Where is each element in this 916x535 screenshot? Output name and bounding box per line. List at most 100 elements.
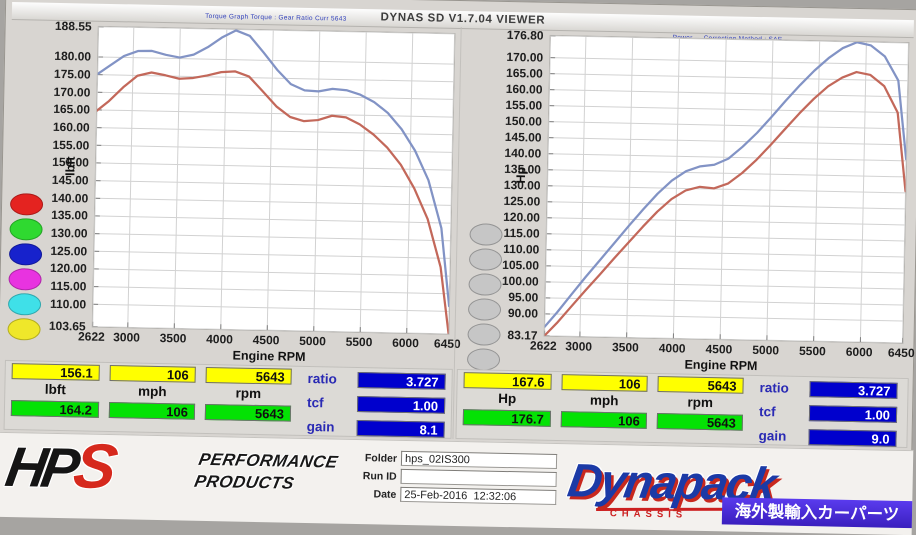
hps-logo-hp: HP xyxy=(2,435,80,499)
date-label: Date xyxy=(352,487,396,500)
y-tick-label: 155.00 xyxy=(52,137,89,152)
y-tick-label: 125.00 xyxy=(50,243,87,258)
runid-label: Run ID xyxy=(353,469,397,482)
y-tick-label: 105.00 xyxy=(502,258,539,273)
y-tick-label: 160.00 xyxy=(53,120,90,135)
run-color-swatch[interactable] xyxy=(468,298,501,321)
torque-chart-panel: Torque Graph Torque : Gear Ratio Curr 56… xyxy=(5,18,460,369)
cursor-speed-box: 106 xyxy=(561,374,647,392)
y-tick-label: 145.00 xyxy=(505,130,542,145)
run-color-swatch[interactable] xyxy=(468,273,501,296)
x-tick-label: 6450 xyxy=(873,345,916,360)
power-plot-area[interactable] xyxy=(544,35,910,344)
chart-canvas xyxy=(545,36,909,343)
torque-unit-label: lbft xyxy=(11,381,99,399)
cursor-torque-box: 156.1 xyxy=(12,363,100,381)
gain-value-box: 8.1 xyxy=(356,420,444,438)
run-color-swatch[interactable] xyxy=(9,243,42,266)
footer-bar: HPS PERFORMANCE PRODUCTS Folder Run ID D… xyxy=(0,432,913,535)
y-tick-label: 165.00 xyxy=(506,66,543,81)
y-tick-label: 110.00 xyxy=(503,242,539,257)
tagline-line2: PRODUCTS xyxy=(192,471,335,496)
y-tick-label: 155.00 xyxy=(505,98,542,113)
run-color-swatch[interactable] xyxy=(8,293,41,316)
cursor-speed-box: 106 xyxy=(110,365,196,383)
y-tick-label: 135.00 xyxy=(51,208,88,223)
y-tick-label: 90.00 xyxy=(508,306,538,321)
y-tick-label: 115.00 xyxy=(50,279,86,294)
ratio-value-box: 3.727 xyxy=(809,381,897,399)
measured-torque-curve xyxy=(93,69,454,334)
run-color-legend-inactive xyxy=(467,223,503,374)
run-color-swatch[interactable] xyxy=(9,218,42,241)
cursor-rpm-box: 5643 xyxy=(206,367,292,385)
run-color-swatch[interactable] xyxy=(469,248,502,271)
tcf-value-box: 1.00 xyxy=(809,405,897,423)
y-tick-label: 140.00 xyxy=(504,146,541,161)
speed-unit-label: mph xyxy=(561,392,647,410)
max-speed-box: 106 xyxy=(109,402,195,420)
torque-readout-block: 156.1 106 5643 lbft mph rpm 164.2 106 56… xyxy=(4,360,453,439)
y-tick-label: 100.00 xyxy=(502,274,539,289)
y-tick-label: 160.00 xyxy=(506,82,543,97)
max-speed-box: 106 xyxy=(561,411,647,429)
y-tick-label: 120.00 xyxy=(50,261,87,276)
y-tick-label: 95.00 xyxy=(508,290,538,305)
ratio-value-box: 3.727 xyxy=(357,372,445,390)
y-tick-label: 188.55 xyxy=(55,19,92,34)
y-tick-label: 150.00 xyxy=(505,114,542,129)
y-tick-label: 120.00 xyxy=(503,210,540,225)
torque-plot-area[interactable] xyxy=(92,26,456,335)
power-unit-label: Hp xyxy=(463,390,551,408)
power-readout-block: 167.6 106 5643 Hp mph rpm 176.7 106 5643… xyxy=(455,369,908,448)
y-tick-label: 140.00 xyxy=(51,190,88,205)
cursor-power-box: 167.6 xyxy=(463,372,551,390)
gain-value-box: 9.0 xyxy=(808,429,896,447)
y-tick-label: 170.00 xyxy=(506,50,543,65)
ratio-label: ratio xyxy=(307,371,353,388)
tcf-value-box: 1.00 xyxy=(357,396,445,414)
run-color-swatch[interactable] xyxy=(467,348,500,371)
runid-input[interactable] xyxy=(401,469,557,487)
tcf-label: tcf xyxy=(759,404,805,421)
gain-label: gain xyxy=(758,428,804,445)
rpm-unit-label: rpm xyxy=(657,394,743,412)
chart-canvas xyxy=(93,27,455,334)
cursor-rpm-box: 5643 xyxy=(657,376,743,394)
run-color-swatch[interactable] xyxy=(10,193,43,216)
power-chart-panel: Power — Correction Method : SAE 176.8017… xyxy=(457,27,916,378)
tcf-label: tcf xyxy=(307,395,353,412)
date-input[interactable] xyxy=(400,487,556,505)
y-tick-label: 165.00 xyxy=(53,102,90,117)
y-tick-label: 130.00 xyxy=(51,226,88,241)
rpm-unit-label: rpm xyxy=(205,385,291,403)
y-tick-label: 176.80 xyxy=(507,28,544,43)
tagline-line1: PERFORMANCE xyxy=(197,449,340,474)
hps-tagline: PERFORMANCE PRODUCTS xyxy=(192,449,339,496)
ratio-label: ratio xyxy=(759,380,805,397)
max-power-box: 176.7 xyxy=(463,409,551,427)
max-rpm-box: 5643 xyxy=(657,413,743,431)
folder-label: Folder xyxy=(353,451,397,464)
run-color-swatch[interactable] xyxy=(469,223,502,246)
run-info-form: Folder Run ID Date xyxy=(352,450,557,508)
run-color-swatch[interactable] xyxy=(7,318,40,341)
torque-y-axis-title: lbft xyxy=(63,156,77,176)
dynapack-chassis-label: CHASSIS xyxy=(610,508,687,521)
y-tick-label: 170.00 xyxy=(53,84,90,99)
y-tick-label: 180.00 xyxy=(54,49,91,64)
speed-unit-label: mph xyxy=(109,383,195,401)
folder-input[interactable] xyxy=(401,451,557,469)
gain-label: gain xyxy=(306,419,352,436)
max-torque-box: 164.2 xyxy=(11,400,99,418)
run-color-swatch[interactable] xyxy=(467,323,500,346)
run-color-legend xyxy=(7,193,43,344)
y-tick-label: 175.00 xyxy=(54,67,91,82)
run-color-swatch[interactable] xyxy=(8,268,41,291)
y-tick-label: 115.00 xyxy=(503,226,539,241)
power-y-axis-title: Hp xyxy=(514,167,528,184)
max-rpm-box: 5643 xyxy=(205,404,291,422)
y-tick-label: 110.00 xyxy=(50,296,86,311)
y-tick-label: 125.00 xyxy=(503,194,540,209)
